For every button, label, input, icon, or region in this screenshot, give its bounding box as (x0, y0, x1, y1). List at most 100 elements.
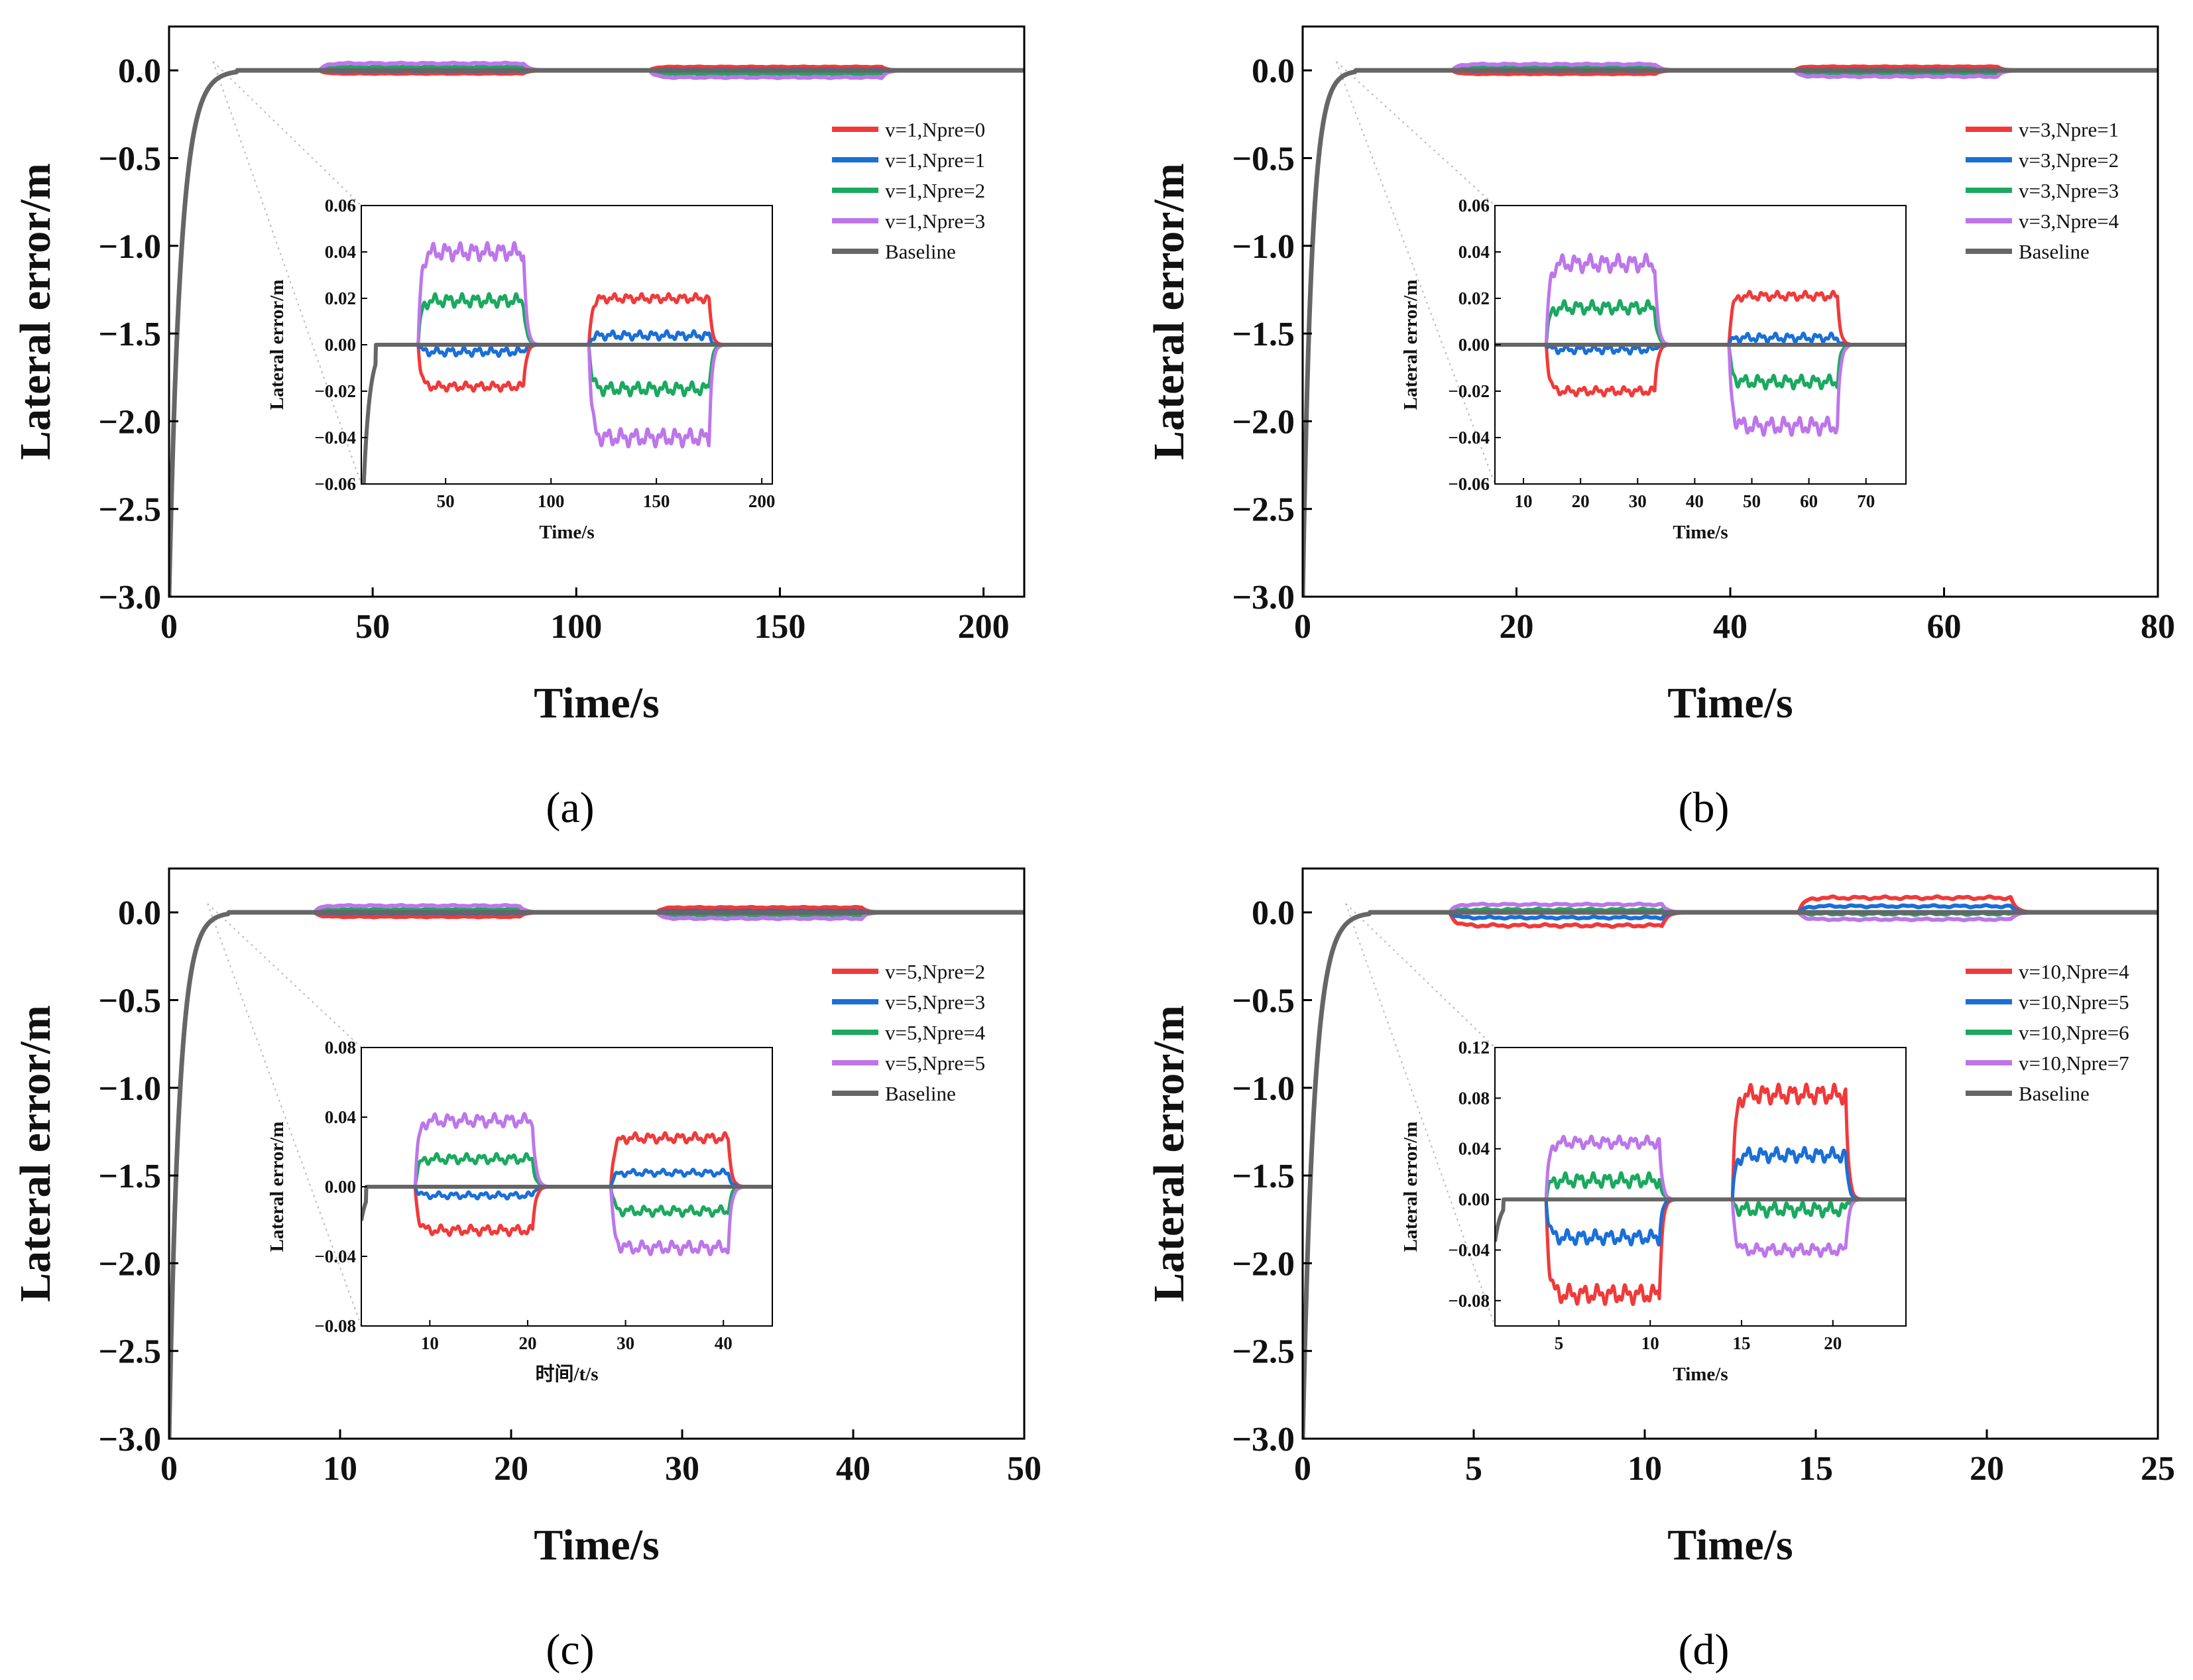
inset-y-tick-label: 0.08 (325, 1038, 356, 1057)
x-tick-label: 0 (160, 1450, 178, 1488)
inset-x-tick-label: 60 (1800, 491, 1818, 511)
inset-x-tick-label: 40 (1686, 491, 1704, 511)
inset-x-tick-label: 15 (1733, 1333, 1751, 1353)
y-axis-title: Lateral error/m (1145, 1005, 1193, 1302)
x-tick-label: 0 (1294, 608, 1311, 646)
y-tick-label: −2.5 (98, 1333, 161, 1371)
inset-y-tick-label: −0.06 (314, 474, 356, 494)
inset: 10 20 30 40 50 60 70 0.06 0.04 0.02 0.00 −0.02 −0.04… (1400, 196, 1907, 543)
x-tick-label: 200 (958, 608, 1010, 646)
legend-entry: v=1,Npre=1 (885, 149, 985, 172)
inset-y-tick-label: −0.04 (1448, 1240, 1490, 1260)
inset-x-axis-title: Time/s (1673, 522, 1728, 543)
x-tick-label: 150 (754, 608, 805, 646)
inset-y-tick-label: 0.00 (325, 1177, 356, 1197)
legend-entry: v=10,Npre=5 (2019, 990, 2129, 1014)
inset-x-tick-label: 200 (748, 491, 776, 511)
legend-entry: v=3,Npre=3 (2019, 179, 2119, 202)
panel-label: (b) (1679, 784, 1730, 832)
inset-y-tick-label: −0.06 (1448, 474, 1490, 494)
plot-frame (168, 25, 1026, 598)
y-tick-label: −1.5 (1232, 1158, 1295, 1195)
inset-y-tick-label: 0.08 (1458, 1088, 1490, 1108)
panel-label: (d) (1679, 1626, 1730, 1674)
x-tick-label: 0 (1294, 1450, 1311, 1488)
zoom-connector-bottom (1345, 903, 1496, 1327)
plot-frame (1301, 867, 2159, 1440)
x-tick-label: 60 (1927, 608, 1962, 646)
legend-entry: v=1,Npre=2 (885, 179, 985, 202)
y-tick-label: −2.0 (1232, 403, 1295, 441)
inset-x-tick-label: 50 (1743, 491, 1761, 511)
y-tick-label: −0.5 (98, 140, 161, 178)
y-tick-label: 0.0 (118, 894, 161, 932)
inset-y-tick-label: 0.06 (325, 196, 356, 215)
x-tick-label: 40 (836, 1450, 870, 1488)
y-tick-label: −1.5 (1232, 316, 1295, 353)
zoom-connector-bottom (1335, 61, 1496, 485)
plot-frame (168, 867, 1026, 1440)
legend-entry: Baseline (885, 240, 956, 263)
inset-y-axis-title: Lateral error/m (1400, 280, 1421, 410)
x-tick-label: 25 (2141, 1450, 2175, 1488)
legend-entry: v=5,Npre=3 (885, 990, 985, 1014)
inset-y-tick-label: 0.00 (1458, 1189, 1490, 1209)
inset-x-tick-label: 100 (538, 491, 565, 511)
y-tick-label: −1.0 (1232, 228, 1295, 266)
y-axis-title: Lateral error/m (11, 1005, 60, 1302)
inset-y-tick-label: −0.04 (314, 428, 356, 448)
zoom-connector-top (207, 903, 362, 1048)
y-axis-title: Lateral error/m (11, 163, 60, 460)
main-line-baseline (169, 910, 1024, 1439)
y-tick-label: −3.0 (1232, 1421, 1295, 1459)
inset-y-tick-label: 0.04 (1458, 242, 1490, 262)
x-tick-label: 20 (1500, 608, 1534, 646)
inset-y-tick-label: 0.00 (325, 335, 356, 355)
panel-b: 0 20 40 60 80 0.0 −0.5 −1.0 −1.5 −2.0 −2.5 −3.0 Time… (1145, 25, 2175, 832)
inset-y-tick-label: 0.02 (1458, 288, 1490, 308)
inset-x-tick-label: 10 (1515, 491, 1533, 511)
legend-entry: v=5,Npre=5 (885, 1051, 985, 1075)
legend-entry: v=10,Npre=7 (2019, 1051, 2129, 1075)
zoom-connector-top (212, 61, 362, 206)
inset-x-tick-label: 30 (617, 1333, 634, 1353)
x-axis-title: Time/s (534, 679, 659, 727)
x-tick-label: 100 (550, 608, 602, 646)
inset-x-axis-title: Time/s (1673, 1364, 1728, 1385)
y-tick-label: −3.0 (98, 1421, 161, 1459)
inset-frame (1494, 1047, 1907, 1327)
x-tick-label: 15 (1799, 1450, 1833, 1488)
main-line-baseline (1303, 910, 2158, 1439)
x-tick-label: 80 (2141, 608, 2175, 646)
inset-y-tick-label: −0.08 (1448, 1291, 1490, 1311)
x-axis-title: Time/s (1667, 1521, 1793, 1569)
y-tick-label: −2.5 (1232, 1333, 1295, 1371)
legend-entry: Baseline (885, 1082, 956, 1105)
inset-y-tick-label: 0.04 (325, 1107, 356, 1127)
inset-y-tick-label: 0.04 (1458, 1139, 1490, 1159)
x-tick-label: 20 (494, 1450, 528, 1488)
y-tick-label: −1.5 (98, 1158, 161, 1195)
inset-x-tick-label: 40 (715, 1333, 733, 1353)
y-tick-label: 0.0 (118, 52, 161, 90)
legend-entry: Baseline (2019, 240, 2090, 263)
zoom-connector-top (1336, 61, 1496, 206)
panel-label: (a) (546, 784, 594, 832)
inset: 10 20 30 40 0.08 0.04 0.00 −0.04 −0.08 时间/t/s Late… (267, 1038, 773, 1385)
y-tick-label: −0.5 (1232, 982, 1295, 1020)
inset-x-tick-label: 70 (1857, 491, 1875, 511)
inset-x-axis-title: Time/s (539, 522, 594, 543)
panel-a: 0 50 100 150 200 0.0 −0.5 −1.0 −1.5 −2.0 −2.5 −3.0 T… (11, 25, 1026, 832)
inset-y-axis-title: Lateral error/m (267, 280, 288, 410)
inset-y-tick-label: −0.08 (314, 1316, 356, 1336)
y-tick-label: −0.5 (1232, 140, 1295, 178)
inset-x-tick-label: 10 (421, 1333, 439, 1353)
x-tick-label: 30 (665, 1450, 699, 1488)
main-line-baseline (1303, 68, 2158, 597)
inset: 5 10 15 20 0.12 0.08 0.04 0.00 −0.04 −0.08 Time/s L… (1400, 1038, 1907, 1385)
legend-entry: v=3,Npre=1 (2019, 118, 2119, 141)
inset-y-axis-title: Lateral error/m (267, 1122, 288, 1252)
x-tick-label: 50 (1007, 1450, 1041, 1488)
inset-x-tick-label: 5 (1555, 1333, 1564, 1353)
